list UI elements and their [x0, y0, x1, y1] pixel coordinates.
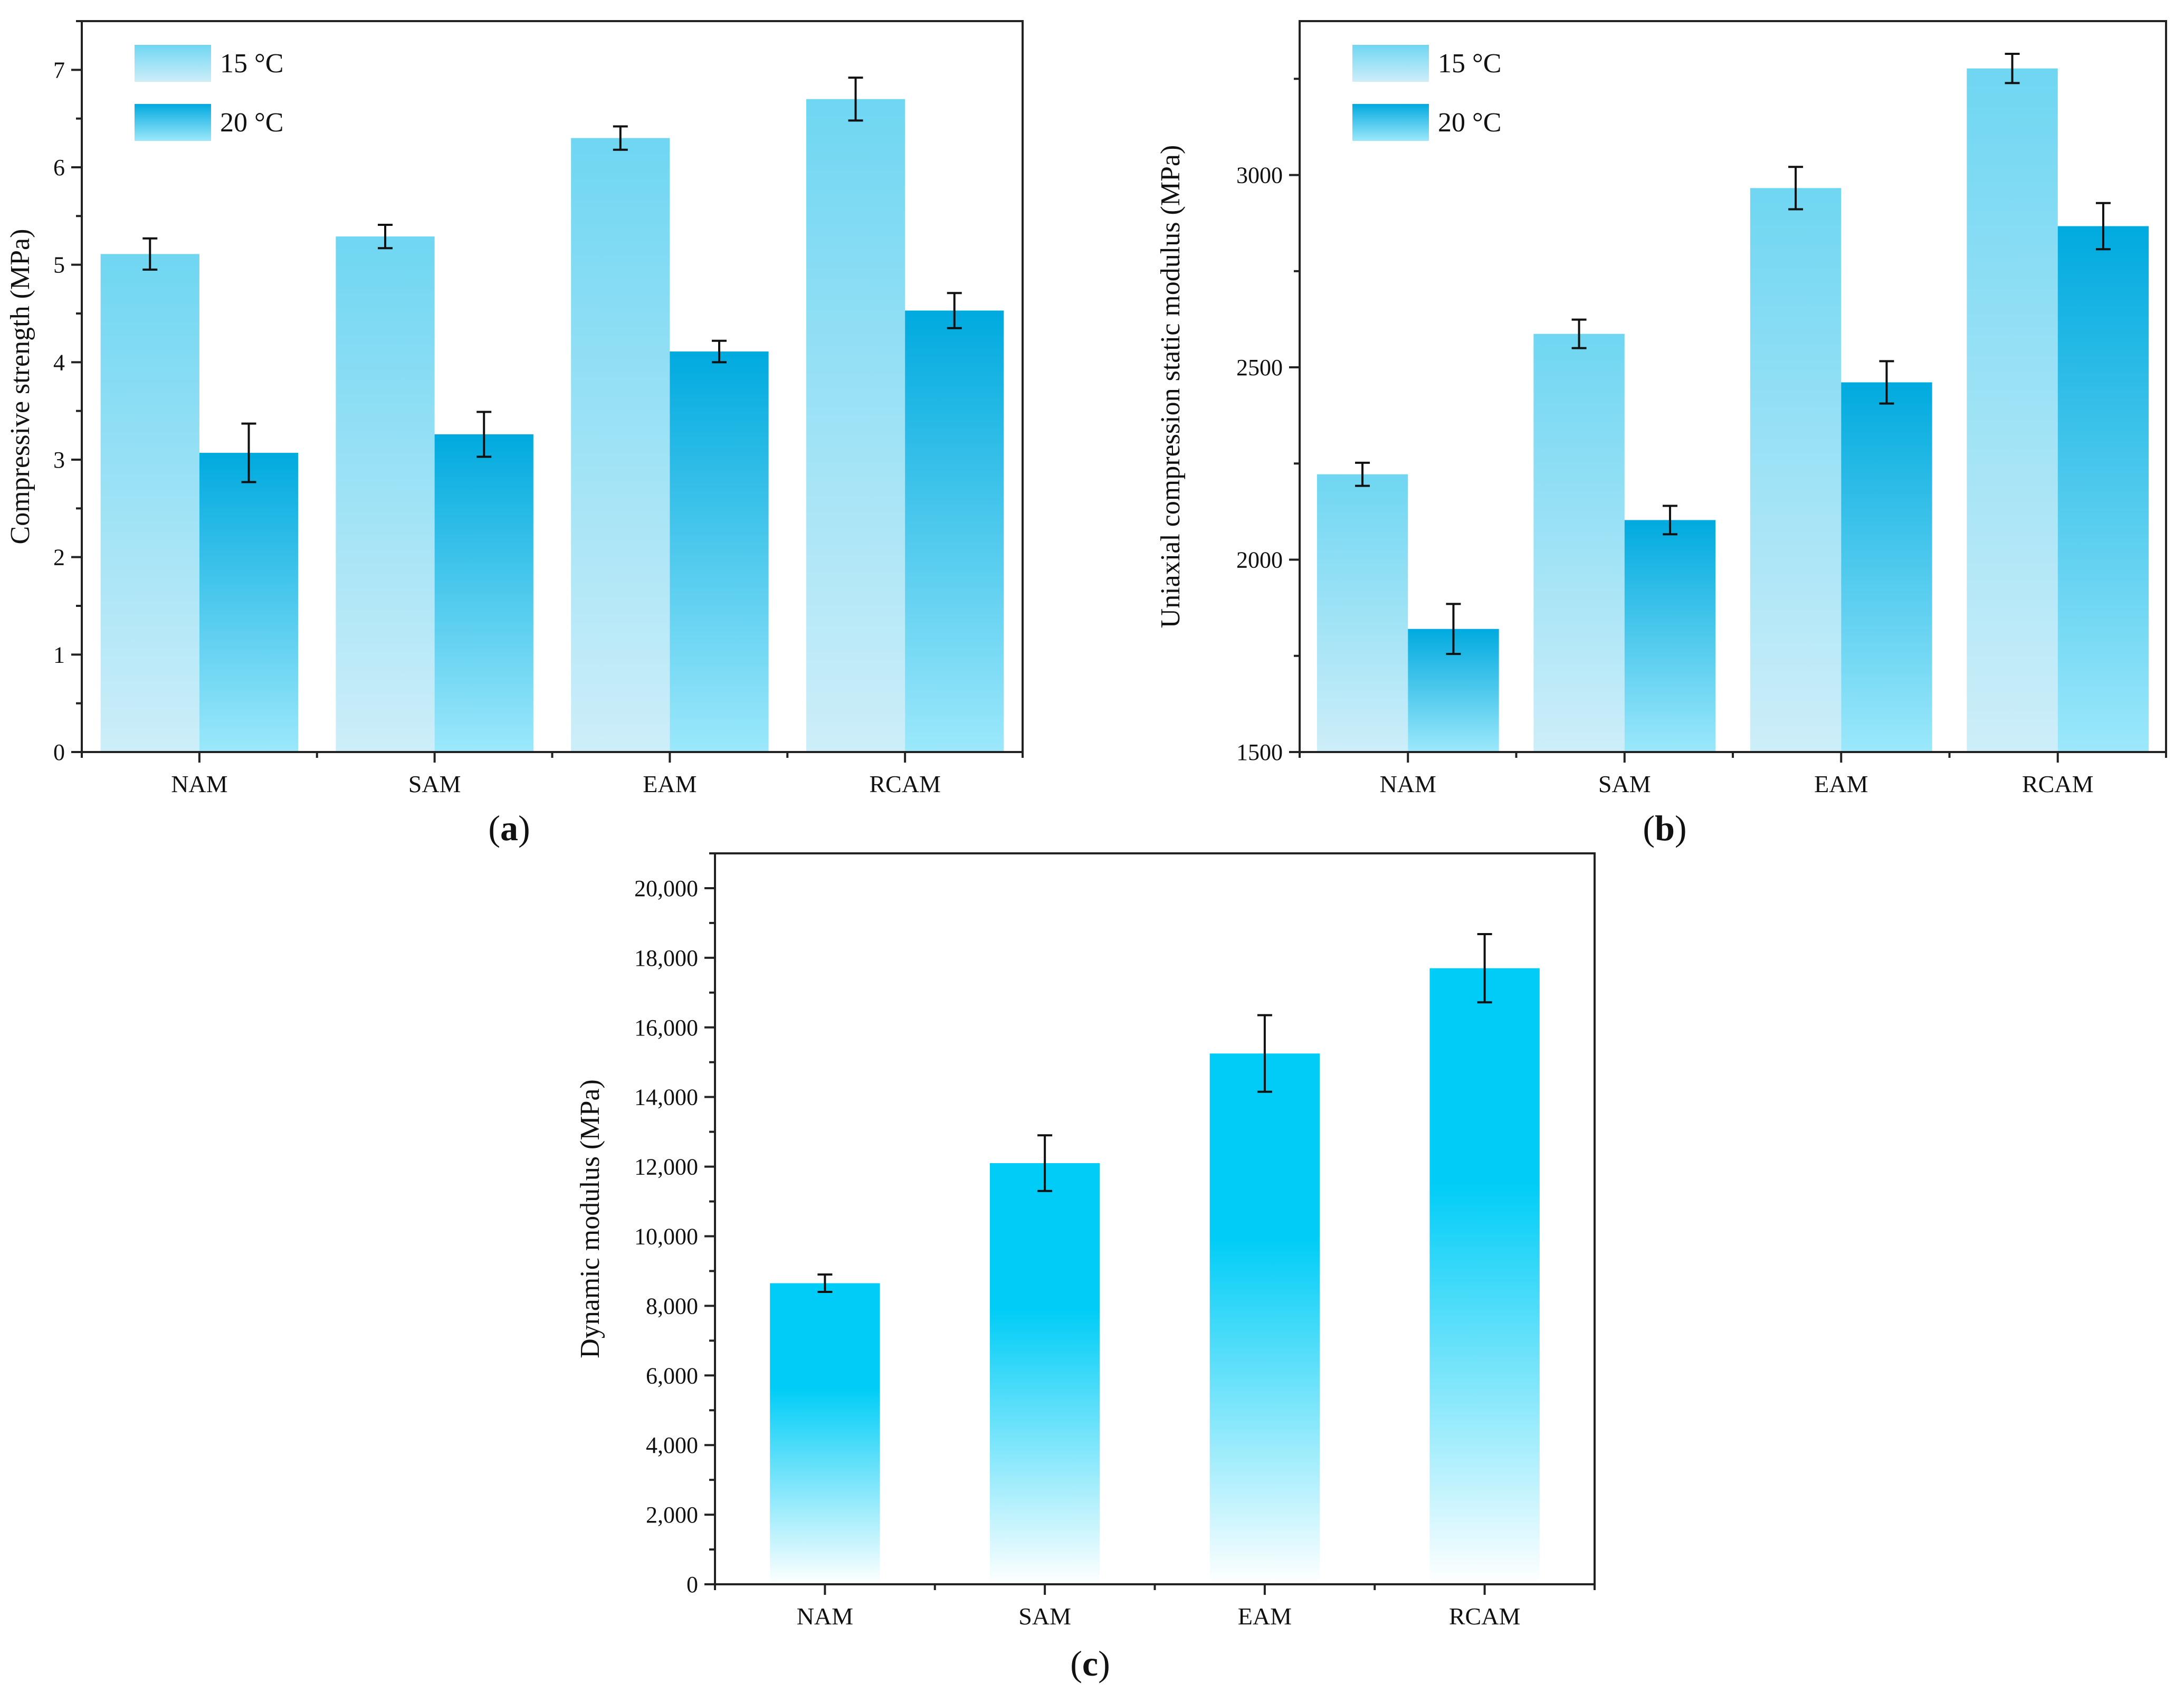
error-bar-rcam-20-c [947, 292, 962, 329]
y-tick-label: 14,000 [634, 1085, 698, 1110]
error-bar-sam-series [1037, 1134, 1053, 1192]
x-tick-label-nam: NAM [797, 1603, 853, 1630]
x-tick-label-nam: NAM [171, 771, 227, 797]
bar-nam-20-c [199, 453, 299, 752]
y-tick-label: 3000 [1236, 163, 1283, 188]
legend-item-15-c: 15 °C [1352, 45, 1501, 82]
bar-nam-15-c [1317, 474, 1408, 752]
bar-sam-20-c [434, 434, 533, 752]
bar-eam-series [1209, 1053, 1320, 1584]
bar-sam-series [989, 1163, 1100, 1584]
x-tick-label-rcam: RCAM [869, 771, 940, 797]
bar-eam-20-c [1841, 382, 1932, 752]
error-bar-eam-15-c [1788, 166, 1804, 211]
bar-sam-20-c [1624, 520, 1716, 752]
bar-rcam-15-c [806, 99, 905, 752]
x-tick-label-sam: SAM [408, 771, 461, 797]
bar-rcam-20-c [2057, 226, 2149, 753]
error-bar-eam-15-c [613, 125, 628, 151]
legend-swatch [1352, 45, 1429, 82]
legend-swatch [135, 104, 211, 141]
legend-item-20-c: 20 °C [1352, 104, 1501, 141]
y-tick-label: 20,000 [634, 876, 698, 901]
chart-a-compressive-strength: 0 1 2 3 4 5 6 7 NAM SAM EAM RCAM Compressive strengt… [5, 20, 1024, 797]
x-tick-label-eam: EAM [1238, 1603, 1292, 1630]
legend-label: 20 °C [1438, 108, 1501, 138]
bar-sam-15-c [336, 236, 435, 752]
y-tick-label: 1 [53, 642, 65, 668]
y-axis-label: Uniaxial compression static modulus (MPa… [1156, 145, 1186, 629]
x-tick-label-rcam: RCAM [2022, 771, 2093, 797]
bar-rcam-series [1429, 968, 1540, 1584]
error-bar-sam-20-c [1662, 505, 1677, 536]
y-tick-label: 18,000 [634, 945, 698, 971]
chart-c-dynamic-modulus: 0 2,000 4,000 6,000 8,000 10,000 12,000 14,000 1… [575, 852, 1596, 1630]
y-tick-label: 5 [53, 252, 65, 278]
legend-swatch [1352, 104, 1429, 141]
bar-sam-15-c [1533, 334, 1625, 752]
x-tick-label-nam: NAM [1380, 771, 1436, 797]
y-tick-label: 3 [53, 447, 65, 473]
x-tick-label-rcam: RCAM [1449, 1603, 1520, 1630]
error-bar-nam-15-c [1355, 461, 1370, 487]
x-tick-label-sam: SAM [1018, 1603, 1071, 1630]
error-bar-nam-20-c [1446, 603, 1461, 655]
bar-rcam-20-c [905, 310, 1004, 752]
y-tick-label: 0 [53, 739, 65, 765]
error-bar-sam-20-c [476, 411, 492, 458]
error-bar-rcam-15-c [2005, 52, 2020, 84]
panel-label-b: (b) [1643, 808, 1686, 848]
y-tick-label: 4,000 [646, 1432, 698, 1458]
error-bar-eam-20-c [711, 339, 727, 364]
bar-eam-20-c [670, 351, 769, 752]
bar-eam-15-c [571, 138, 670, 753]
error-bar-rcam-series [1477, 933, 1492, 1004]
y-axis-label: Dynamic modulus (MPa) [575, 1079, 605, 1358]
y-tick-label: 12,000 [634, 1154, 698, 1180]
panel-label-a: (a) [488, 808, 530, 848]
error-bar-nam-20-c [241, 422, 256, 483]
bar-rcam-15-c [1967, 68, 2058, 752]
error-bar-nam-series [817, 1273, 833, 1293]
y-tick-label: 10,000 [634, 1223, 698, 1249]
error-bar-rcam-20-c [2095, 202, 2111, 251]
x-tick-label-eam: EAM [1814, 771, 1868, 797]
legend-label: 15 °C [220, 49, 283, 79]
y-tick-label: 8,000 [646, 1293, 698, 1319]
y-tick-label: 2000 [1236, 547, 1283, 573]
error-bar-sam-15-c [1571, 318, 1587, 349]
error-bar-sam-15-c [378, 223, 393, 250]
x-tick-label-eam: EAM [643, 771, 697, 797]
legend-label: 20 °C [220, 108, 283, 138]
panel-label-c: (c) [1070, 1643, 1110, 1684]
y-tick-label: 0 [686, 1572, 698, 1597]
y-tick-label: 6,000 [646, 1363, 698, 1388]
error-bar-eam-series [1257, 1014, 1272, 1093]
y-tick-label: 2 [53, 545, 65, 570]
legend-item-15-c: 15 °C [135, 45, 283, 82]
legend-label: 15 °C [1438, 49, 1501, 79]
bar-eam-15-c [1750, 188, 1842, 752]
error-bar-rcam-15-c [848, 77, 863, 122]
y-tick-label: 2500 [1236, 355, 1283, 381]
legend-swatch [135, 45, 211, 82]
bar-nam-series [770, 1283, 880, 1584]
bar-nam-15-c [100, 254, 199, 752]
y-tick-label: 2,000 [646, 1502, 698, 1528]
error-bar-nam-15-c [142, 237, 158, 271]
error-bar-eam-20-c [1879, 360, 1894, 405]
y-tick-label: 16,000 [634, 1015, 698, 1041]
x-tick-label-sam: SAM [1598, 771, 1651, 797]
y-tick-label: 7 [53, 57, 65, 83]
legend-item-20-c: 20 °C [135, 104, 283, 141]
y-tick-label: 6 [53, 155, 65, 180]
y-axis-label: Compressive strength (MPa) [5, 229, 35, 545]
y-tick-label: 1500 [1236, 739, 1283, 765]
y-tick-label: 4 [53, 349, 65, 375]
chart-b-static-modulus: 1500 2000 2500 3000 NAM SAM EAM RCAM Uniaxial co… [1156, 20, 2167, 797]
